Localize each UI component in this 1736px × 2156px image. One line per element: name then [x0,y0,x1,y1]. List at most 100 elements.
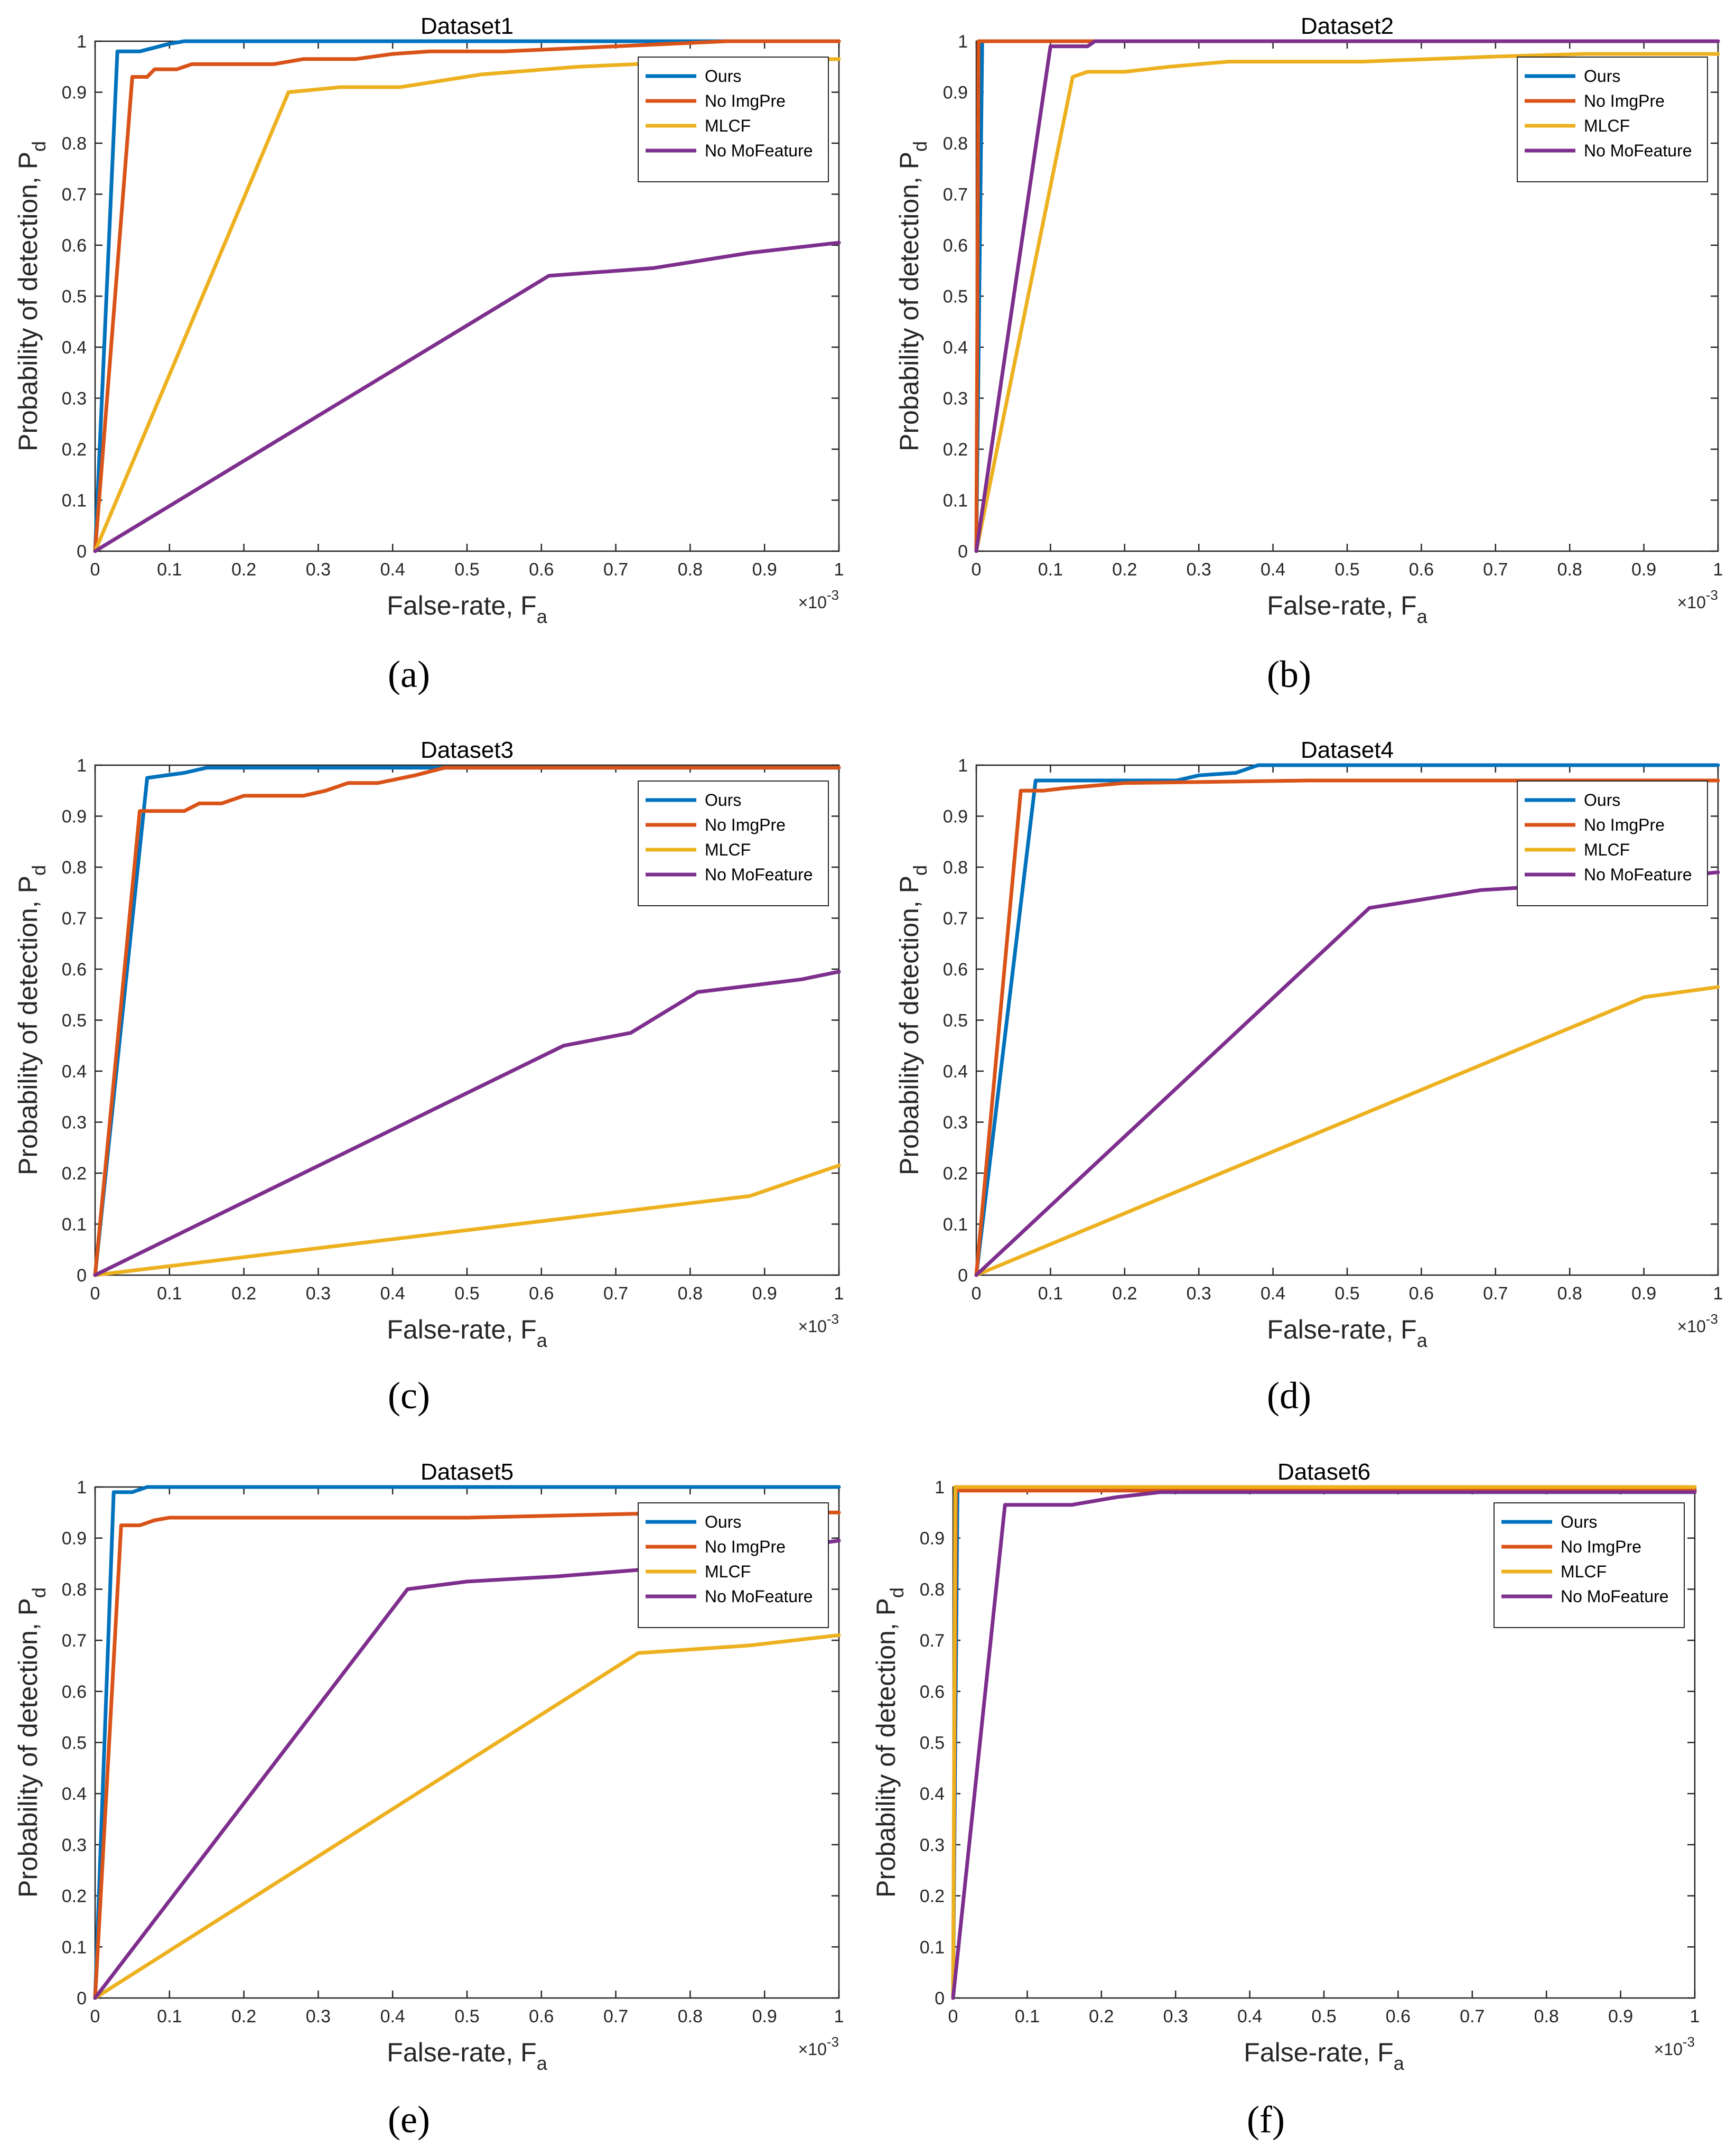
x-axis-label: False-rate, Fa [1267,1315,1427,1351]
y-axis-label-subscript: d [909,865,931,876]
x-tick-label: 0.8 [678,560,703,580]
x-axis-label-main: False-rate, F [1244,2038,1393,2067]
legend-label: No ImgPre [1584,815,1665,834]
legend-label: No MoFeature [1584,141,1692,160]
x-axis-label: False-rate, Fa [387,1315,547,1351]
x-tick-label: 0.9 [752,1284,777,1304]
x-tick-label: 0.4 [1261,560,1285,580]
y-tick-label: 1 [77,756,87,776]
legend-label: MLCF [1584,116,1630,135]
y-tick-label: 0.1 [943,1215,968,1235]
x-axis-label-subscript: a [537,2052,548,2074]
x-tick-label: 0.1 [157,2006,182,2027]
x-axis-label: False-rate, Fa [1267,591,1427,627]
y-axis-label-subscript: d [886,1587,908,1598]
x-tick-label: 0.1 [1038,1284,1063,1304]
y-tick-label: 0.8 [62,134,87,154]
x-tick-label: 0.2 [231,560,256,580]
panel-caption: (d) [1267,1374,1311,1417]
x-tick-label: 0.3 [306,1284,331,1304]
y-axis-label: Probability of detection, Pd [894,865,931,1175]
x-tick-label: 0.1 [157,560,182,580]
x-exponent-base: ×10 [1654,2040,1683,2059]
chart-panel-1: 0 0.1 0.2 0.3 0.4 0.5 0.6 0.7 0.8 0.9 1 0 0.1 0.2 0.3 0… [13,13,844,695]
x-tick-label: 0.7 [603,560,628,580]
series-line-no-imgpre [93,766,841,1277]
legend-label: No MoFeature [705,865,813,884]
x-tick-label: 0.5 [1334,1284,1359,1304]
y-tick-label: 0.3 [920,1835,945,1855]
y-tick-label: 0.4 [920,1784,945,1804]
series-line-no-mofeature [93,970,841,1277]
x-axis-exponent: ×10-3 [1654,2034,1695,2059]
panel-caption: (b) [1267,653,1311,695]
x-exponent-base: ×10 [1677,593,1706,612]
y-tick-label: 0.1 [920,1937,945,1957]
x-axis-exponent: ×10-3 [1677,587,1718,612]
chart-panel-4: 0 0.1 0.2 0.3 0.4 0.5 0.6 0.7 0.8 0.9 1 0 0.1 0.2 0.3 0… [894,737,1723,1417]
x-tick-label: 0.4 [380,2006,405,2027]
x-tick-label: 1 [1690,2006,1700,2027]
x-tick-label: 0 [972,560,982,580]
chart-title: Dataset1 [421,13,514,39]
y-tick-label: 0.6 [943,960,968,980]
x-axis-label-subscript: a [1417,606,1428,627]
x-tick-label: 0.7 [603,2006,628,2027]
chart-panel-6: 0 0.1 0.2 0.3 0.4 0.5 0.6 0.7 0.8 0.9 1 0 0.1 0.2 0.3 0… [871,1459,1700,2141]
legend-label: No MoFeature [705,1587,813,1606]
y-tick-label: 0.5 [62,287,87,307]
x-tick-label: 0.6 [1386,2006,1411,2027]
series-line-mlcf [93,1633,841,2000]
y-tick-label: 0.9 [62,83,87,103]
x-tick-label: 0.9 [752,560,777,580]
series-group [93,766,841,1277]
y-tick-label: 0.5 [943,287,968,307]
y-tick-label: 0.3 [62,1113,87,1133]
x-tick-label: 0.8 [1557,560,1582,580]
y-tick-label: 0.4 [943,338,968,358]
x-tick-label: 0.3 [1163,2006,1188,2027]
x-tick-label: 0.8 [678,2006,703,2027]
x-tick-label: 0.6 [1409,1284,1434,1304]
series-line-no-mofeature [93,240,841,553]
x-axis-label-main: False-rate, F [1267,1315,1416,1344]
legend-label: MLCF [705,1562,751,1581]
y-tick-label: 0.2 [62,440,87,460]
chart-title: Dataset4 [1301,737,1394,763]
legend: Ours No ImgPre MLCF No MoFeature [1517,780,1708,906]
x-axis-exponent: ×10-3 [1677,1311,1718,1336]
x-axis-exponent: ×10-3 [798,1311,839,1336]
x-tick-label: 0.8 [1534,2006,1559,2027]
x-tick-label: 1 [834,560,844,580]
x-tick-label: 1 [834,2006,844,2027]
x-tick-label: 0.3 [1187,1284,1211,1304]
x-tick-label: 0.8 [1557,1284,1582,1304]
x-tick-label: 1 [1713,560,1723,580]
x-tick-label: 0.9 [752,2006,777,2027]
legend-label: Ours [1561,1512,1597,1531]
series-line-no-mofeature [974,39,1720,553]
legend-label: Ours [705,67,741,86]
y-tick-label: 0.8 [62,1579,87,1600]
y-axis-label-main: Probability of detection, P [871,1598,901,1898]
legend: Ours No ImgPre MLCF No MoFeature [638,1502,829,1628]
x-exponent-power: -3 [827,587,839,603]
y-tick-label: 0.4 [943,1062,968,1082]
x-tick-label: 0.9 [1631,1284,1656,1304]
legend-label: MLCF [1561,1562,1607,1581]
chart-title: Dataset5 [421,1459,514,1485]
x-tick-label: 0.1 [157,1284,182,1304]
y-tick-label: 0.3 [943,1113,968,1133]
x-exponent-power: -3 [827,2034,839,2050]
series-line-no-imgpre [93,39,841,553]
legend-label: MLCF [1584,840,1630,859]
y-tick-label: 0.7 [62,185,87,205]
y-tick-label: 1 [958,756,968,776]
chart-title: Dataset6 [1277,1459,1370,1485]
series-line-mlcf [951,1485,1697,2000]
y-tick-label: 0.2 [62,1164,87,1184]
legend-label: No MoFeature [1584,865,1692,884]
chart-title: Dataset3 [421,737,514,763]
y-axis-label-main: Probability of detection, P [13,152,43,451]
